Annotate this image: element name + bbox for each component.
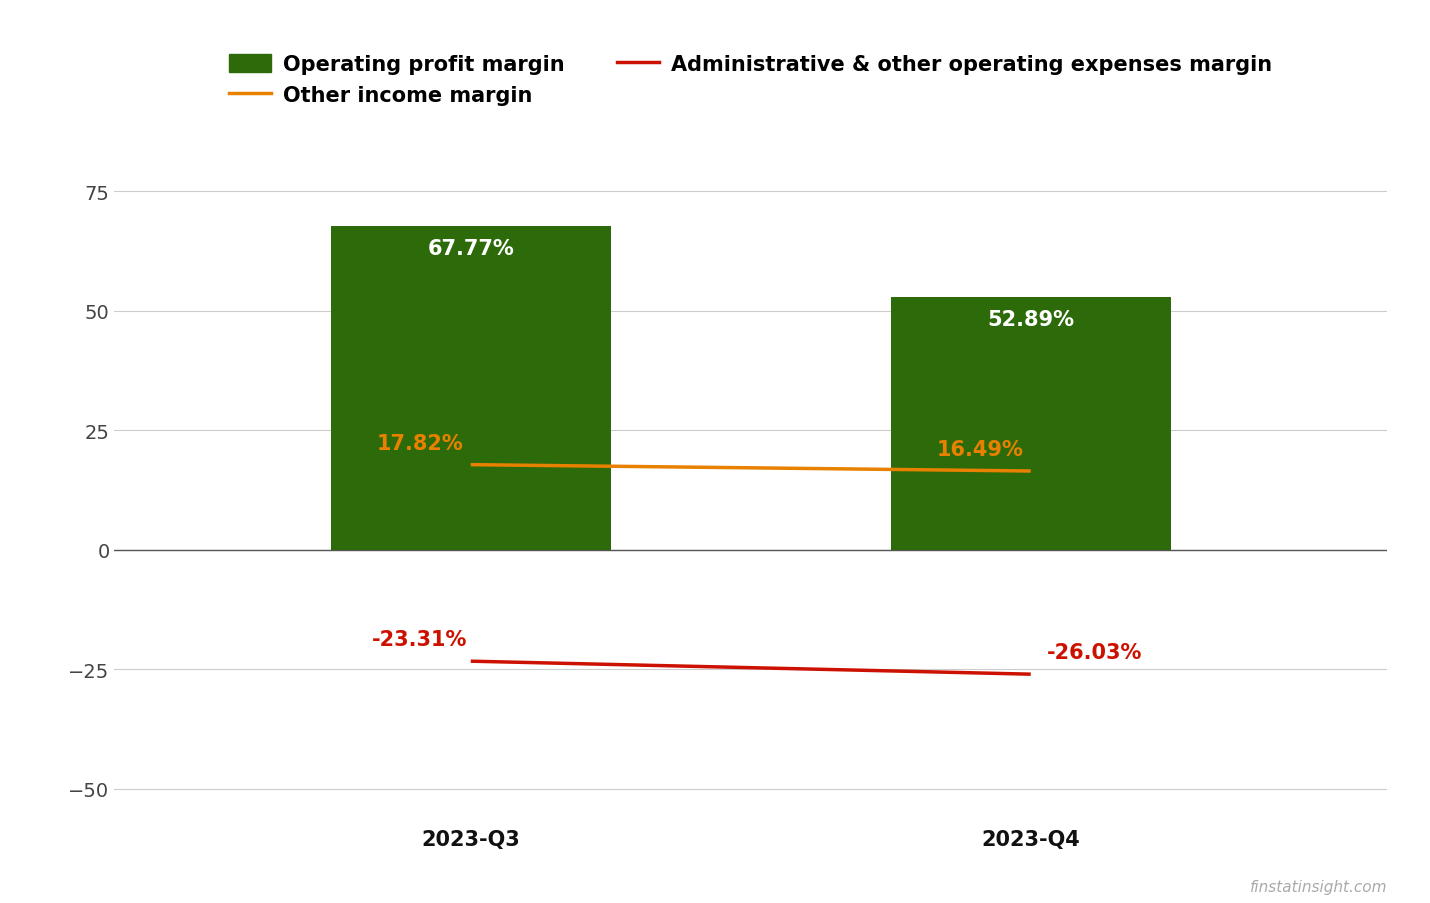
Legend: Operating profit margin, Other income margin, Administrative & other operating e: Operating profit margin, Other income ma… (229, 55, 1273, 106)
Text: 17.82%: 17.82% (376, 433, 463, 453)
Bar (891, 298, 1171, 550)
Text: 16.49%: 16.49% (937, 440, 1024, 460)
Text: 52.89%: 52.89% (987, 310, 1074, 330)
Text: 67.77%: 67.77% (428, 238, 515, 258)
Text: finstatinsight.com: finstatinsight.com (1250, 879, 1387, 894)
Text: -23.31%: -23.31% (372, 629, 468, 649)
Text: -26.03%: -26.03% (1047, 643, 1143, 663)
Bar (330, 227, 611, 550)
